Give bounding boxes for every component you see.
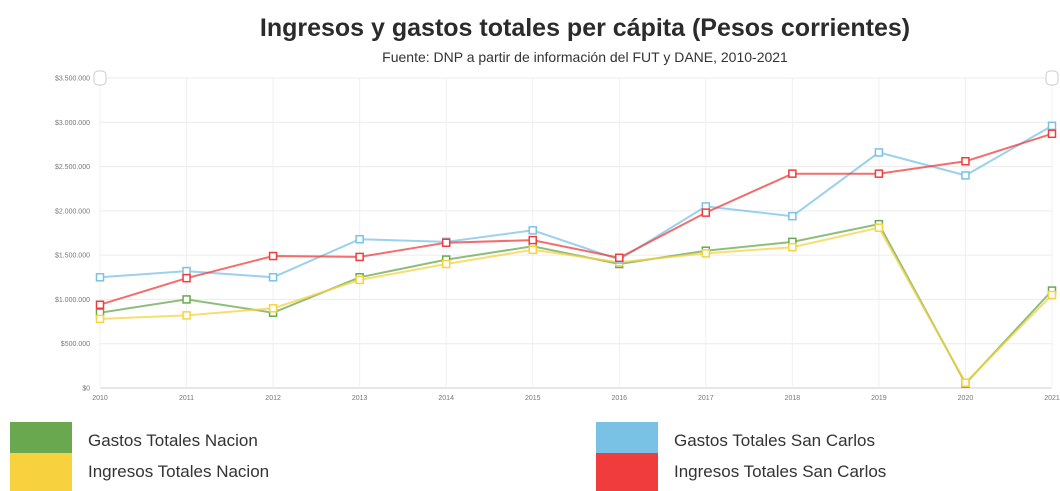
x-tick-label: 2013 <box>352 395 368 402</box>
data-point-ingresos-totales-nacion <box>182 311 191 320</box>
data-point-ingresos-totales-nacion <box>961 378 970 387</box>
data-point-ingresos-totales-san-carlos <box>615 253 624 263</box>
x-tick-label: 2017 <box>698 395 714 402</box>
x-tick-label: 2015 <box>525 395 541 402</box>
data-point-ingresos-totales-san-carlos <box>355 252 364 262</box>
y-tick-label: $2.000.000 <box>55 208 90 215</box>
line-chart: $0 $500.000 $1.000.000 $1.500.000 $2.000.000… <box>55 70 1060 402</box>
y-tick-label: $1.000.000 <box>55 297 90 304</box>
x-tick-label: 2012 <box>265 395 281 402</box>
y-tick-label: $1.500.000 <box>55 253 90 260</box>
x-tick-label: 2019 <box>871 395 887 402</box>
data-point-ingresos-totales-san-carlos <box>788 169 797 178</box>
y-tick-label: $0 <box>82 386 90 393</box>
data-point-ingresos-totales-san-carlos <box>441 238 451 247</box>
y-tick-label: $3.000.000 <box>55 120 90 127</box>
legend-swatch <box>10 453 72 491</box>
data-point-ingresos-totales-nacion <box>95 314 105 324</box>
x-tick-label: 2018 <box>785 395 801 402</box>
series-lines <box>99 124 1053 386</box>
x-tick-label: 2014 <box>438 395 454 402</box>
y-tick-label: $2.500.000 <box>55 164 90 171</box>
data-point-gastos-totales-san-carlos <box>528 226 537 235</box>
legend-label: Ingresos Totales Nacion <box>88 462 270 481</box>
y-tick-label: $500.000 <box>61 341 90 348</box>
data-point-gastos-totales-nacion <box>182 295 191 304</box>
x-tick-label: 2010 <box>92 395 108 402</box>
chart-title: Ingresos y gastos totales per cápita (Pe… <box>259 14 911 42</box>
range-handle-right[interactable] <box>1045 70 1059 86</box>
data-point-ingresos-totales-san-carlos <box>874 169 884 178</box>
data-point-ingresos-totales-nacion <box>268 304 278 313</box>
series-line-ingresos-totales-san-carlos <box>99 132 1053 306</box>
x-axis-ticks: 2010 2011 2012 2013 2014 2015 2016 2017 2018 2019… <box>92 395 1060 402</box>
data-point-ingresos-totales-nacion <box>1047 290 1057 300</box>
x-tick-label: 2021 <box>1044 395 1060 402</box>
series-line-ingresos-totales-nacion <box>99 226 1053 385</box>
data-point-gastos-totales-san-carlos <box>961 171 970 180</box>
data-point-ingresos-totales-nacion <box>874 223 884 232</box>
data-point-gastos-totales-san-carlos <box>1047 121 1057 131</box>
data-point-ingresos-totales-san-carlos <box>182 273 191 283</box>
series-points <box>95 121 1057 388</box>
data-point-gastos-totales-san-carlos <box>874 148 884 157</box>
data-point-gastos-totales-san-carlos <box>182 266 191 276</box>
data-point-ingresos-totales-san-carlos <box>961 157 970 166</box>
y-axis-ticks: $0 $500.000 $1.000.000 $1.500.000 $2.000.000… <box>55 76 90 393</box>
data-point-ingresos-totales-san-carlos <box>95 300 105 309</box>
chart-subtitle: Fuente: DNP a partir de información del … <box>382 49 788 65</box>
y-tick-label: $3.500.000 <box>55 76 90 83</box>
series-line-gastos-totales-san-carlos <box>99 124 1053 279</box>
x-tick-label: 2020 <box>958 395 974 402</box>
range-handle-left[interactable] <box>93 70 107 86</box>
legend-item[interactable]: Ingresos Totales San Carlos <box>596 453 886 491</box>
data-point-ingresos-totales-nacion <box>355 275 364 285</box>
legend-swatch <box>596 453 658 491</box>
legend-label: Gastos Totales Nacion <box>88 431 258 450</box>
data-point-ingresos-totales-nacion <box>788 242 797 252</box>
data-point-ingresos-totales-san-carlos <box>268 251 278 261</box>
range-handles[interactable] <box>93 70 1059 86</box>
legend-label: Gastos Totales San Carlos <box>674 431 875 450</box>
data-point-ingresos-totales-nacion <box>441 259 451 269</box>
legend-label: Ingresos Totales San Carlos <box>674 462 887 481</box>
x-tick-label: 2016 <box>611 395 627 402</box>
data-point-gastos-totales-san-carlos <box>95 273 105 282</box>
data-point-ingresos-totales-nacion <box>701 249 711 258</box>
x-tick-label: 2011 <box>179 395 194 402</box>
data-point-ingresos-totales-nacion <box>528 245 537 255</box>
data-point-gastos-totales-san-carlos <box>355 234 364 244</box>
data-point-ingresos-totales-san-carlos <box>1047 129 1057 139</box>
data-point-ingresos-totales-san-carlos <box>701 208 711 217</box>
chart-grid <box>99 77 1053 389</box>
data-point-ingresos-totales-san-carlos <box>528 235 537 245</box>
data-point-gastos-totales-san-carlos <box>268 273 278 282</box>
data-point-gastos-totales-san-carlos <box>788 211 797 221</box>
legend-item[interactable]: Ingresos Totales Nacion <box>10 453 269 491</box>
